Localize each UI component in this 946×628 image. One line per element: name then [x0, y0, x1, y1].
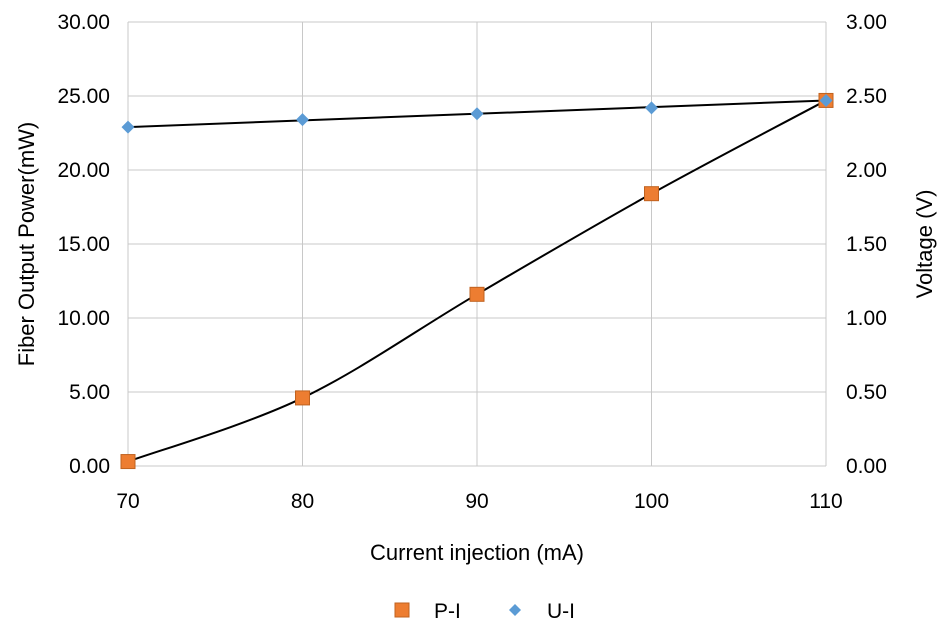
y2-axis-title: Voltage (V)	[912, 190, 937, 299]
y2-tick-label: 2.00	[846, 159, 887, 182]
x-tick-label: 80	[291, 490, 314, 513]
y-tick-label: 15.00	[57, 233, 110, 256]
y-tick-label: 20.00	[57, 159, 110, 182]
U-I-point	[471, 107, 484, 120]
legend: P-I U-I	[395, 600, 575, 623]
P-I-point	[645, 187, 659, 201]
x-tick-label: 110	[809, 490, 842, 513]
x-tick-label: 90	[465, 490, 488, 513]
legend-label: P-I	[434, 600, 461, 623]
y2-tick-label: 0.00	[846, 455, 887, 478]
y2-tick-label: 2.50	[846, 85, 887, 108]
y-tick-label: 25.00	[57, 85, 110, 108]
U-I-point	[645, 101, 658, 114]
y-tick-label: 5.00	[69, 381, 110, 404]
legend-marker-U-I	[509, 604, 521, 616]
legend-label: U-I	[547, 600, 575, 623]
y2-tick-label: 1.00	[846, 307, 887, 330]
P-I-point	[470, 287, 484, 301]
y2-tick-label: 0.50	[846, 381, 887, 404]
y2-tick-label: 1.50	[846, 233, 887, 256]
y2-tick-label: 3.00	[846, 11, 887, 34]
P-I-point	[296, 391, 310, 405]
y-axis-title: Fiber Output Power(mW)	[14, 122, 39, 367]
U-I-point	[296, 113, 309, 126]
P-I-point	[121, 455, 135, 469]
y-tick-label: 10.00	[57, 307, 110, 330]
grid	[128, 22, 826, 466]
tick-labels: 0.00 5.00 10.00 15.00 20.00 25.00 30.00 0.00 0.5…	[57, 11, 886, 513]
y-tick-label: 0.00	[69, 455, 110, 478]
x-tick-label: 70	[116, 490, 139, 513]
x-axis-title: Current injection (mA)	[370, 540, 584, 565]
y-tick-label: 30.00	[57, 11, 110, 34]
x-tick-label: 100	[634, 490, 669, 513]
legend-marker-P-I	[395, 603, 409, 617]
U-I-point	[122, 121, 135, 134]
